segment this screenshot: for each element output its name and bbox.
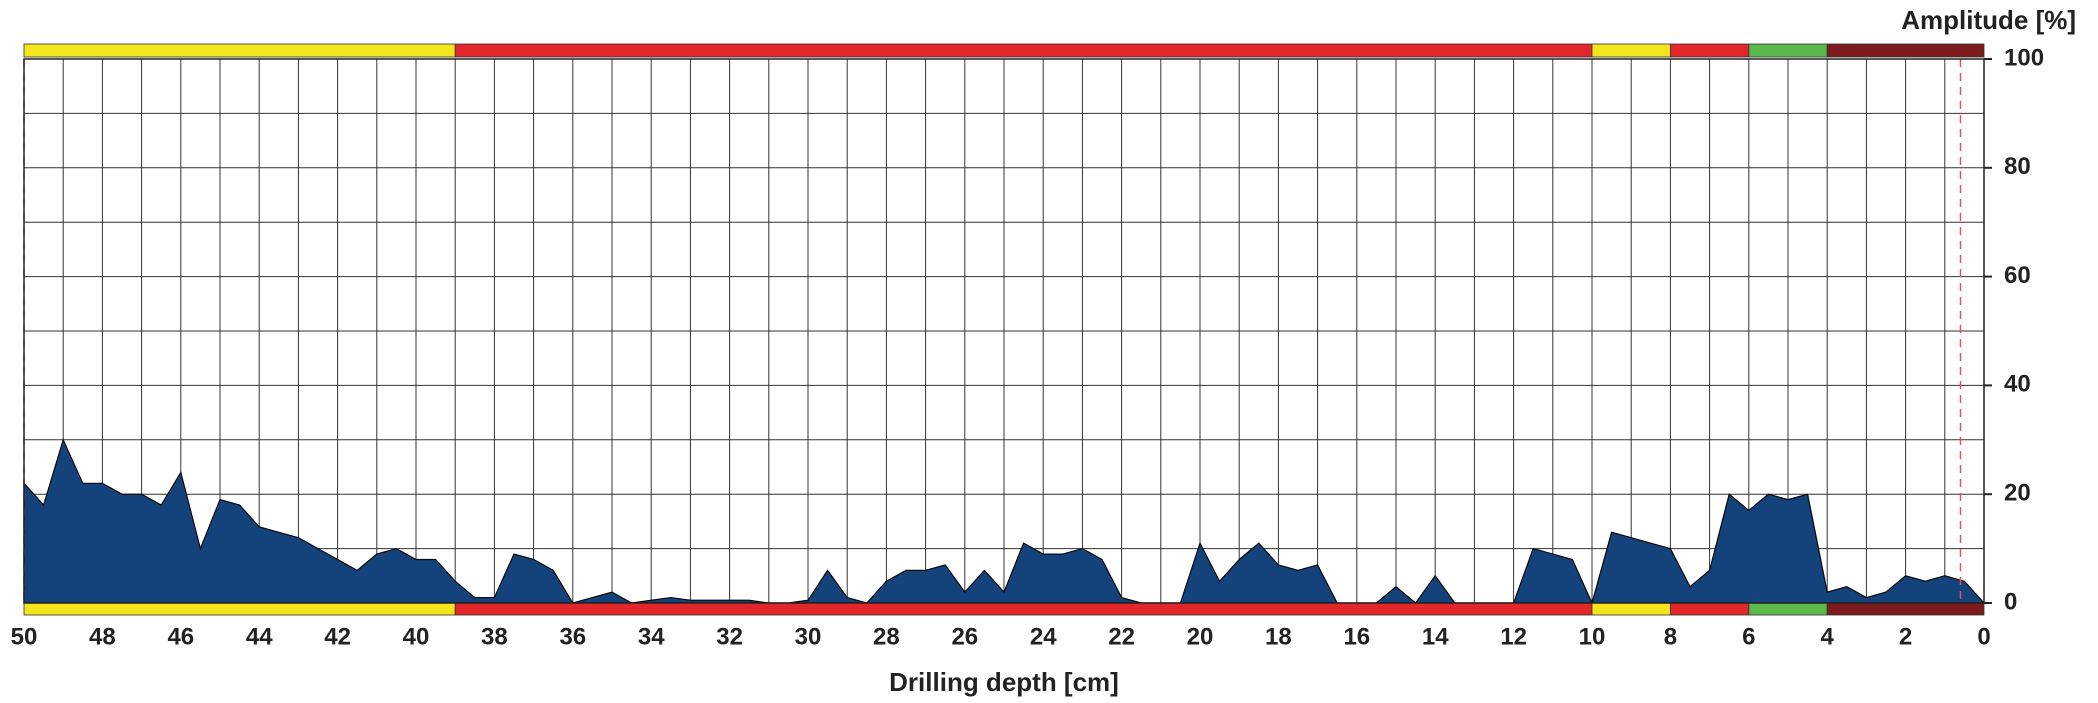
zone-band — [1670, 602, 1750, 616]
zone-band — [1826, 43, 1985, 58]
x-tick-label: 22 — [1108, 623, 1135, 650]
x-tick-label: 40 — [403, 623, 430, 650]
x-tick-label: 44 — [246, 623, 273, 650]
x-tick-label: 46 — [167, 623, 194, 650]
y-tick-label: 60 — [2004, 262, 2031, 289]
x-tick-label: 16 — [1343, 623, 1370, 650]
x-tick-label: 50 — [11, 623, 38, 650]
x-tick-label: 6 — [1742, 623, 1755, 650]
x-tick-label: 48 — [89, 623, 116, 650]
zone-band — [1591, 602, 1671, 616]
x-axis-title: Drilling depth [cm] — [889, 667, 1119, 697]
plot-frame — [23, 58, 1985, 604]
y-tick-label: 100 — [2004, 44, 2044, 71]
x-tick-label: 32 — [716, 623, 743, 650]
x-tick-label: 28 — [873, 623, 900, 650]
zone-band — [454, 602, 1593, 616]
x-tick-label: 38 — [481, 623, 508, 650]
y-tick-label: 40 — [2004, 371, 2031, 398]
zone-band — [23, 43, 456, 58]
y-tick-label: 0 — [2004, 588, 2017, 615]
zone-band — [1748, 602, 1828, 616]
zone-band — [1748, 43, 1828, 58]
x-tick-label: 42 — [324, 623, 351, 650]
y-tick-label: 20 — [2004, 480, 2031, 507]
x-tick-label: 10 — [1579, 623, 1606, 650]
y-tick-label: 80 — [2004, 153, 2031, 180]
x-tick-label: 30 — [795, 623, 822, 650]
x-tick-label: 26 — [951, 623, 978, 650]
area — [23, 438, 1986, 605]
zone-band — [1591, 43, 1671, 58]
y-axis-title: Amplitude [%] — [1901, 5, 2076, 35]
x-tick-label: 0 — [1977, 623, 1990, 650]
x-tick-label: 36 — [559, 623, 586, 650]
x-tick-label: 20 — [1187, 623, 1214, 650]
zone-band — [454, 43, 1593, 58]
x-tick-label: 12 — [1500, 623, 1527, 650]
zone-band — [1826, 602, 1985, 616]
x-tick-label: 2 — [1899, 623, 1912, 650]
x-tick-label: 14 — [1422, 623, 1449, 650]
zone-band — [1670, 43, 1750, 58]
x-tick-label: 4 — [1821, 623, 1835, 650]
x-tick-label: 24 — [1030, 623, 1057, 650]
x-tick-label: 8 — [1664, 623, 1677, 650]
zone-band — [23, 602, 456, 616]
x-tick-label: 34 — [638, 623, 665, 650]
x-tick-label: 18 — [1265, 623, 1292, 650]
